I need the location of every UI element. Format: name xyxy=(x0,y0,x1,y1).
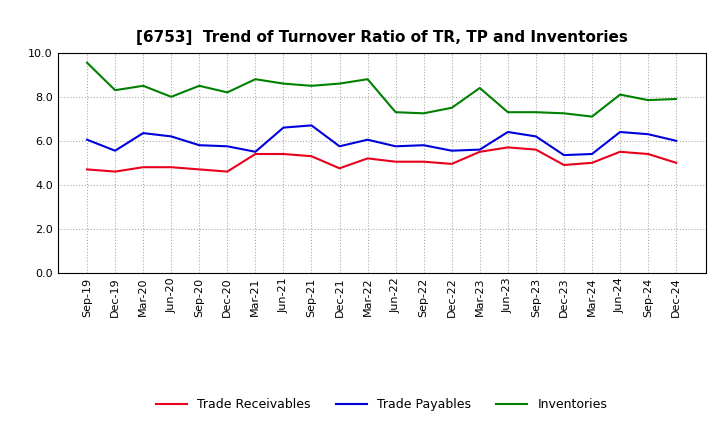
Trade Payables xyxy=(672,138,680,143)
Trade Payables xyxy=(223,143,232,149)
Inventories xyxy=(391,110,400,115)
Inventories xyxy=(195,83,204,88)
Trade Payables xyxy=(503,129,512,135)
Trade Receivables xyxy=(336,165,344,171)
Inventories xyxy=(251,77,260,82)
Line: Trade Payables: Trade Payables xyxy=(87,125,676,155)
Inventories xyxy=(139,83,148,88)
Trade Payables xyxy=(307,123,316,128)
Trade Payables xyxy=(83,137,91,142)
Trade Payables xyxy=(559,152,568,158)
Trade Receivables xyxy=(559,162,568,168)
Trade Receivables xyxy=(616,149,624,154)
Trade Receivables xyxy=(139,165,148,170)
Trade Payables xyxy=(279,125,288,130)
Trade Payables xyxy=(531,134,540,139)
Trade Receivables xyxy=(588,160,596,165)
Inventories xyxy=(111,88,120,93)
Trade Payables xyxy=(588,151,596,157)
Trade Payables xyxy=(336,143,344,149)
Trade Payables xyxy=(195,143,204,148)
Trade Receivables xyxy=(83,167,91,172)
Inventories xyxy=(167,94,176,99)
Line: Trade Receivables: Trade Receivables xyxy=(87,147,676,172)
Inventories xyxy=(531,110,540,115)
Title: [6753]  Trend of Turnover Ratio of TR, TP and Inventories: [6753] Trend of Turnover Ratio of TR, TP… xyxy=(135,29,628,45)
Trade Payables xyxy=(111,148,120,153)
Inventories xyxy=(364,77,372,82)
Trade Receivables xyxy=(223,169,232,174)
Legend: Trade Receivables, Trade Payables, Inventories: Trade Receivables, Trade Payables, Inven… xyxy=(151,393,612,416)
Trade Receivables xyxy=(364,156,372,161)
Line: Inventories: Inventories xyxy=(87,62,676,117)
Trade Payables xyxy=(616,129,624,135)
Trade Receivables xyxy=(644,151,652,157)
Trade Receivables xyxy=(531,147,540,152)
Inventories xyxy=(644,97,652,103)
Trade Receivables xyxy=(251,151,260,157)
Trade Payables xyxy=(419,143,428,148)
Trade Payables xyxy=(251,149,260,154)
Inventories xyxy=(588,114,596,119)
Trade Receivables xyxy=(503,145,512,150)
Trade Payables xyxy=(644,132,652,137)
Inventories xyxy=(307,83,316,88)
Inventories xyxy=(616,92,624,97)
Trade Payables xyxy=(475,147,484,152)
Inventories xyxy=(559,110,568,116)
Trade Payables xyxy=(391,143,400,149)
Inventories xyxy=(223,90,232,95)
Trade Payables xyxy=(139,130,148,136)
Inventories xyxy=(447,105,456,110)
Trade Receivables xyxy=(447,161,456,166)
Trade Payables xyxy=(447,148,456,153)
Inventories xyxy=(475,85,484,91)
Trade Receivables xyxy=(195,167,204,172)
Inventories xyxy=(503,110,512,115)
Trade Payables xyxy=(364,137,372,142)
Trade Receivables xyxy=(307,154,316,159)
Inventories xyxy=(336,81,344,86)
Inventories xyxy=(279,81,288,86)
Inventories xyxy=(672,96,680,102)
Trade Receivables xyxy=(391,159,400,165)
Trade Receivables xyxy=(475,149,484,154)
Trade Receivables xyxy=(111,169,120,174)
Trade Receivables xyxy=(279,151,288,157)
Trade Payables xyxy=(167,134,176,139)
Trade Receivables xyxy=(167,165,176,170)
Trade Receivables xyxy=(672,160,680,165)
Trade Receivables xyxy=(419,159,428,165)
Inventories xyxy=(83,60,91,65)
Inventories xyxy=(419,110,428,116)
